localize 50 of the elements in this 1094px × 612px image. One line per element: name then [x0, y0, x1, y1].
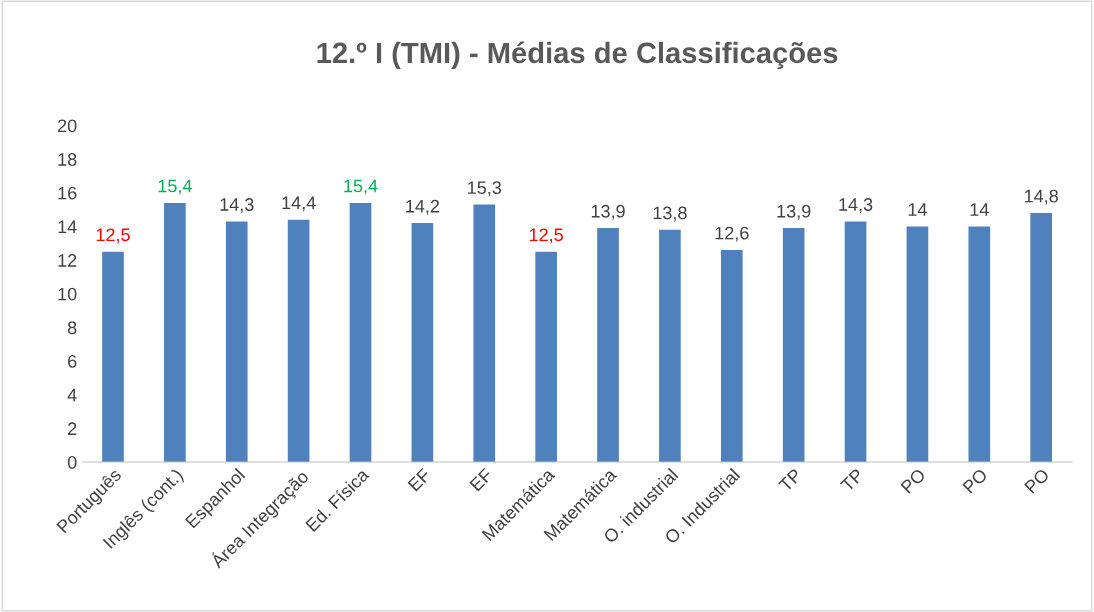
y-tick-label: 4 — [67, 388, 77, 402]
x-tick-label: EF — [407, 467, 432, 492]
x-tick-label: PO — [962, 467, 989, 494]
data-label: 13,9 — [777, 204, 811, 220]
bar — [968, 226, 991, 463]
bar — [906, 226, 929, 463]
data-label: 13,8 — [653, 206, 687, 222]
bar — [349, 202, 372, 463]
bar — [659, 229, 681, 463]
data-label: 12,5 — [96, 228, 130, 244]
bar — [102, 251, 124, 463]
x-tick-label: PO — [1024, 467, 1050, 494]
data-label: 12,5 — [529, 228, 563, 244]
bar — [411, 223, 434, 463]
bar — [844, 221, 867, 463]
data-label: 12,6 — [715, 226, 749, 242]
bar — [225, 221, 248, 463]
data-label: 15,4 — [158, 179, 192, 195]
data-label: 14 — [908, 203, 927, 216]
x-tick-label: PO — [900, 467, 927, 494]
x-tick-label: TP — [839, 468, 865, 493]
data-label: 14,3 — [220, 198, 254, 214]
bar — [473, 204, 496, 463]
data-label: 14 — [970, 203, 989, 216]
x-tick-label: TP — [778, 468, 803, 493]
y-tick-label: 18 — [58, 153, 77, 166]
bar — [164, 202, 186, 463]
y-tick-label: 8 — [67, 321, 77, 335]
bar — [535, 251, 557, 463]
y-tick-label: 6 — [68, 355, 77, 368]
bar — [1030, 212, 1053, 463]
data-label: 14,8 — [1024, 189, 1058, 205]
y-tick-label: 14 — [58, 220, 77, 233]
data-label: 14,4 — [282, 196, 316, 212]
data-label: 13,9 — [591, 204, 625, 220]
y-tick-label: 2 — [68, 422, 77, 435]
chart-title: 12.º I (TMI) - Médias de Classificações — [317, 41, 838, 70]
bar — [782, 228, 805, 463]
y-tick-label: 16 — [58, 186, 77, 200]
y-tick-label: 20 — [58, 119, 77, 133]
y-tick-label: 10 — [58, 287, 77, 301]
data-label: 14,2 — [406, 199, 440, 215]
data-label: 15,4 — [344, 179, 378, 195]
data-label: 15,3 — [468, 181, 502, 197]
bar — [597, 228, 619, 463]
bar — [287, 219, 310, 463]
y-tick-label: 12 — [58, 254, 77, 267]
data-label: 14,3 — [839, 198, 873, 214]
bar — [720, 250, 743, 463]
y-tick-label: 0 — [67, 455, 77, 469]
